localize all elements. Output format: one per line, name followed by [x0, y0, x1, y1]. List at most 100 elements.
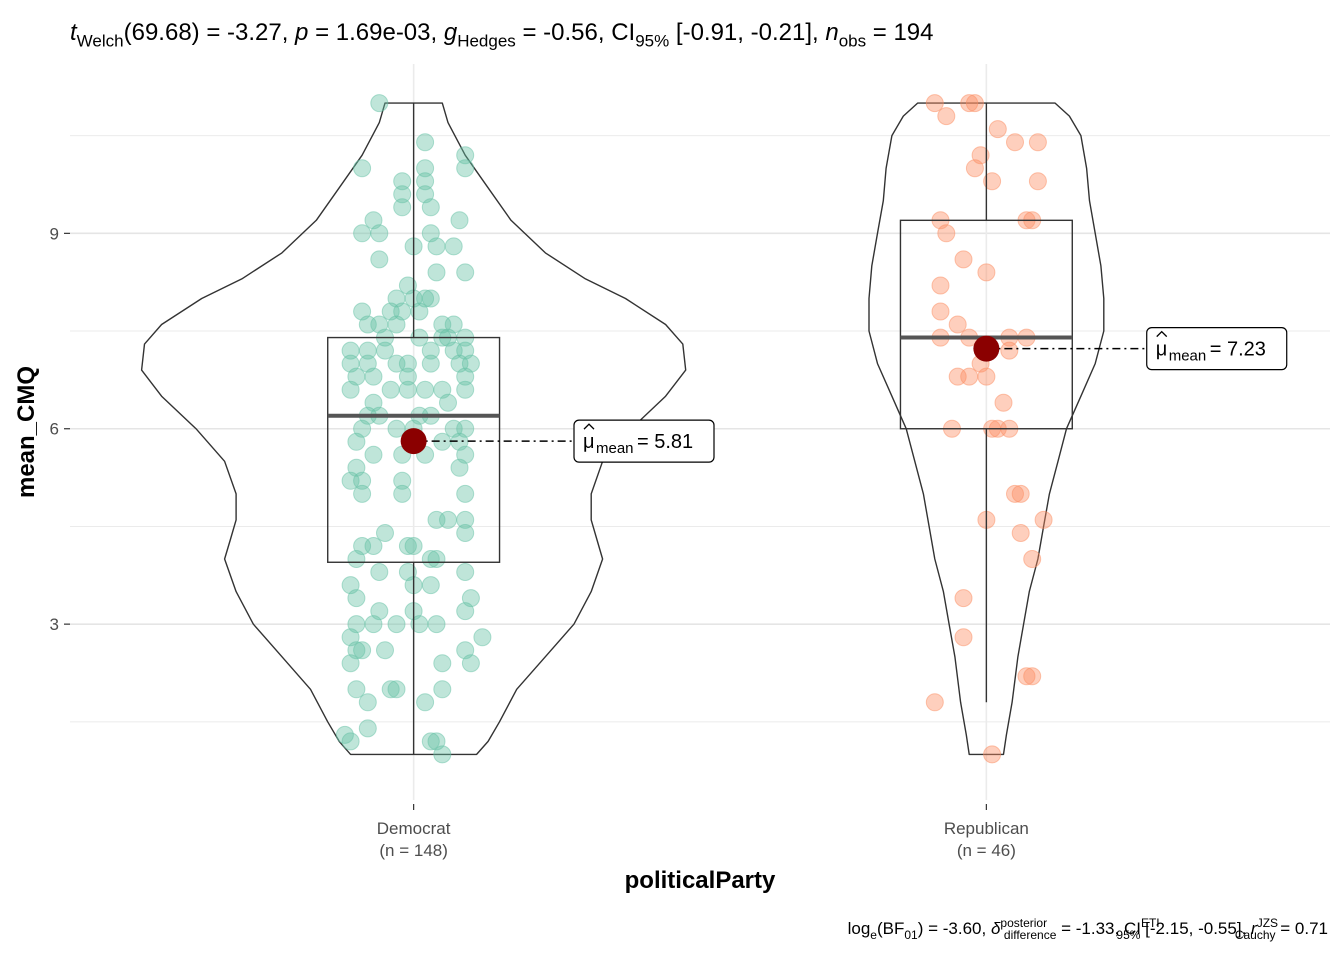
y-tick-label: 6 [50, 420, 59, 439]
stat-fragment: p [294, 19, 308, 46]
stat-fragment: JZS [1257, 916, 1278, 930]
hat-icon [1156, 330, 1168, 338]
point-democrat [456, 563, 475, 581]
point-democrat [353, 484, 372, 503]
point-democrat [421, 224, 440, 243]
point-republican [1034, 510, 1053, 529]
point-democrat [353, 302, 372, 321]
violin-democrat [140, 102, 687, 756]
point-democrat [398, 276, 417, 295]
point-democrat [456, 524, 475, 542]
point-democrat [421, 576, 440, 595]
point-republican [954, 250, 973, 269]
point-republican [1023, 667, 1042, 686]
point-democrat [341, 732, 360, 751]
point-republican [1023, 550, 1042, 568]
point-democrat [433, 654, 452, 673]
stat-fragment: obs [839, 32, 866, 51]
point-democrat [376, 641, 394, 660]
point-democrat [416, 172, 435, 191]
point-republican [1006, 133, 1024, 152]
stat-fragment: e [870, 928, 877, 942]
point-republican [960, 367, 979, 386]
point-democrat [427, 615, 446, 634]
point-democrat [341, 576, 360, 595]
point-democrat [376, 341, 394, 360]
point-democrat [353, 641, 372, 660]
stat-fragment: [-2.15, -0.55], [1140, 919, 1251, 938]
point-republican [960, 94, 979, 113]
point-democrat [347, 458, 366, 477]
stat-fragment: n [825, 19, 838, 46]
point-republican [965, 94, 984, 113]
point-democrat [347, 615, 366, 634]
point-democrat [398, 563, 417, 581]
point-democrat [393, 172, 412, 191]
point-democrat [456, 159, 475, 178]
caption-bayes-statistics: loge(BF01) = -3.60, δposterior difference… [848, 916, 1328, 942]
stat-fragment: ) = -3.60, [918, 919, 991, 938]
point-democrat [416, 133, 435, 152]
point-democrat [398, 367, 417, 386]
point-republican [937, 224, 956, 243]
mean-markers: μ mean = 5.81μ mean = 7.23 [400, 327, 1288, 463]
point-democrat [370, 563, 389, 581]
point-democrat [370, 224, 389, 243]
point-democrat [456, 419, 475, 438]
point-democrat [387, 615, 406, 634]
point-democrat [456, 263, 475, 282]
point-democrat [456, 380, 475, 399]
point-republican [925, 693, 944, 712]
mean-point-republican [973, 335, 1000, 362]
point-democrat [376, 524, 394, 542]
point-republican [988, 120, 1007, 139]
point-republican [1028, 172, 1047, 191]
mean-label-value: = 5.81 [637, 431, 693, 453]
violins [140, 102, 1105, 756]
point-democrat [421, 354, 440, 373]
x-tick-count-democrat: (n = 148) [379, 841, 448, 860]
point-democrat [433, 315, 452, 334]
violin-republican [868, 102, 1105, 756]
point-democrat [444, 237, 463, 256]
mean-label-democrat: μ mean = 5.81 [573, 419, 715, 463]
point-democrat [456, 641, 475, 660]
mean-label-symbol: μ [583, 431, 595, 453]
mean-label-subscript: mean [596, 440, 634, 457]
subtitle-statistics: tWelch(69.68) = -3.27, p = 1.69e-03, gHe… [70, 19, 934, 51]
point-democrat [398, 537, 417, 555]
point-republican [1017, 667, 1036, 686]
stat-fragment: Welch [77, 32, 124, 51]
stat-fragment: (69.68) = -3.27, [124, 19, 295, 46]
point-democrat [353, 159, 372, 178]
point-democrat [358, 719, 377, 738]
point-democrat [404, 537, 423, 555]
point-democrat [473, 628, 492, 647]
point-democrat [456, 510, 475, 529]
stat-fragment: = -1.33, CI [1056, 919, 1141, 938]
point-democrat [358, 354, 377, 373]
point-democrat [370, 94, 389, 113]
point-democrat [416, 380, 435, 399]
point-republican [1006, 484, 1024, 503]
stat-fragment: [-0.91, -0.21], [669, 19, 825, 46]
x-tick-label-republican: Republican [944, 819, 1029, 838]
stat-fragment: Cauchy [1235, 928, 1276, 942]
stat-fragment: posterior [1000, 916, 1047, 930]
stat-fragment: = 0.71 [1276, 919, 1328, 938]
point-democrat [427, 732, 446, 751]
point-republican [983, 745, 1002, 764]
point-democrat [393, 198, 412, 217]
point-democrat [427, 263, 446, 282]
point-republican [994, 393, 1013, 412]
point-democrat [421, 550, 440, 568]
point-democrat [421, 341, 440, 360]
point-democrat [461, 589, 480, 608]
point-republican [954, 589, 973, 608]
point-democrat [364, 537, 383, 555]
box-democrat [327, 336, 501, 563]
point-democrat [387, 289, 406, 308]
mean-point-democrat [400, 428, 427, 455]
stat-fragment: 95% [635, 32, 669, 51]
